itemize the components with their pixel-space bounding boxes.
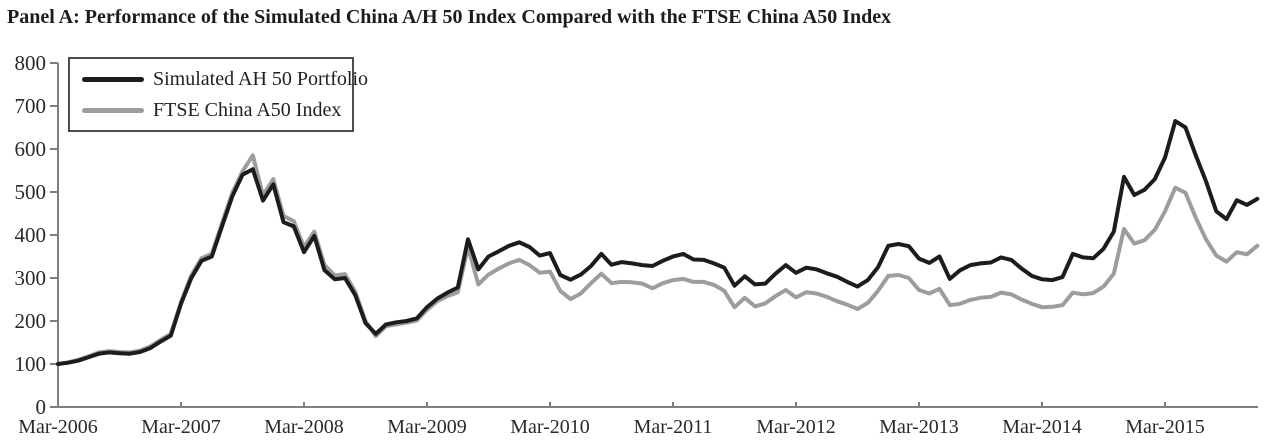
- x-tick-label: Mar-2008: [264, 416, 344, 438]
- x-tick-label: Mar-2006: [18, 416, 98, 438]
- x-tick-label: Mar-2014: [1002, 416, 1082, 438]
- y-tick-label: 800: [15, 51, 47, 75]
- chart-title: Panel A: Performance of the Simulated Ch…: [7, 6, 892, 28]
- x-tick-label: Mar-2015: [1125, 416, 1205, 438]
- y-tick-label: 0: [36, 395, 47, 419]
- x-tick-label: Mar-2013: [879, 416, 959, 438]
- y-tick-label: 100: [15, 352, 47, 376]
- y-tick-label: 600: [15, 137, 47, 161]
- legend-item-ftse-a50: FTSE China A50 Index: [82, 96, 352, 124]
- x-tick-label: Mar-2009: [387, 416, 467, 438]
- y-tick-label: 500: [15, 180, 47, 204]
- legend: Simulated AH 50 Portfolio FTSE China A50…: [68, 57, 368, 132]
- legend-label-ftse: FTSE China A50 Index: [153, 98, 342, 121]
- legend-line-sample-simulated: [82, 76, 144, 82]
- x-tick-label: Mar-2010: [510, 416, 590, 438]
- y-tick-label: 300: [15, 266, 47, 290]
- legend-item-simulated-ah50: Simulated AH 50 Portfolio: [82, 65, 368, 93]
- x-tick-label: Mar-2007: [141, 416, 221, 438]
- legend-line-sample-ftse: [82, 107, 144, 113]
- x-tick-label: Mar-2012: [756, 416, 836, 438]
- y-tick-label: 400: [15, 223, 47, 247]
- series-line-ftse-a50: [56, 153, 1260, 366]
- series-line-simulated-ah50: [56, 119, 1260, 366]
- y-tick-label: 700: [15, 94, 47, 118]
- legend-label-simulated: Simulated AH 50 Portfolio: [153, 67, 368, 90]
- x-tick-label: Mar-2011: [634, 416, 713, 438]
- y-tick-label: 200: [15, 309, 47, 333]
